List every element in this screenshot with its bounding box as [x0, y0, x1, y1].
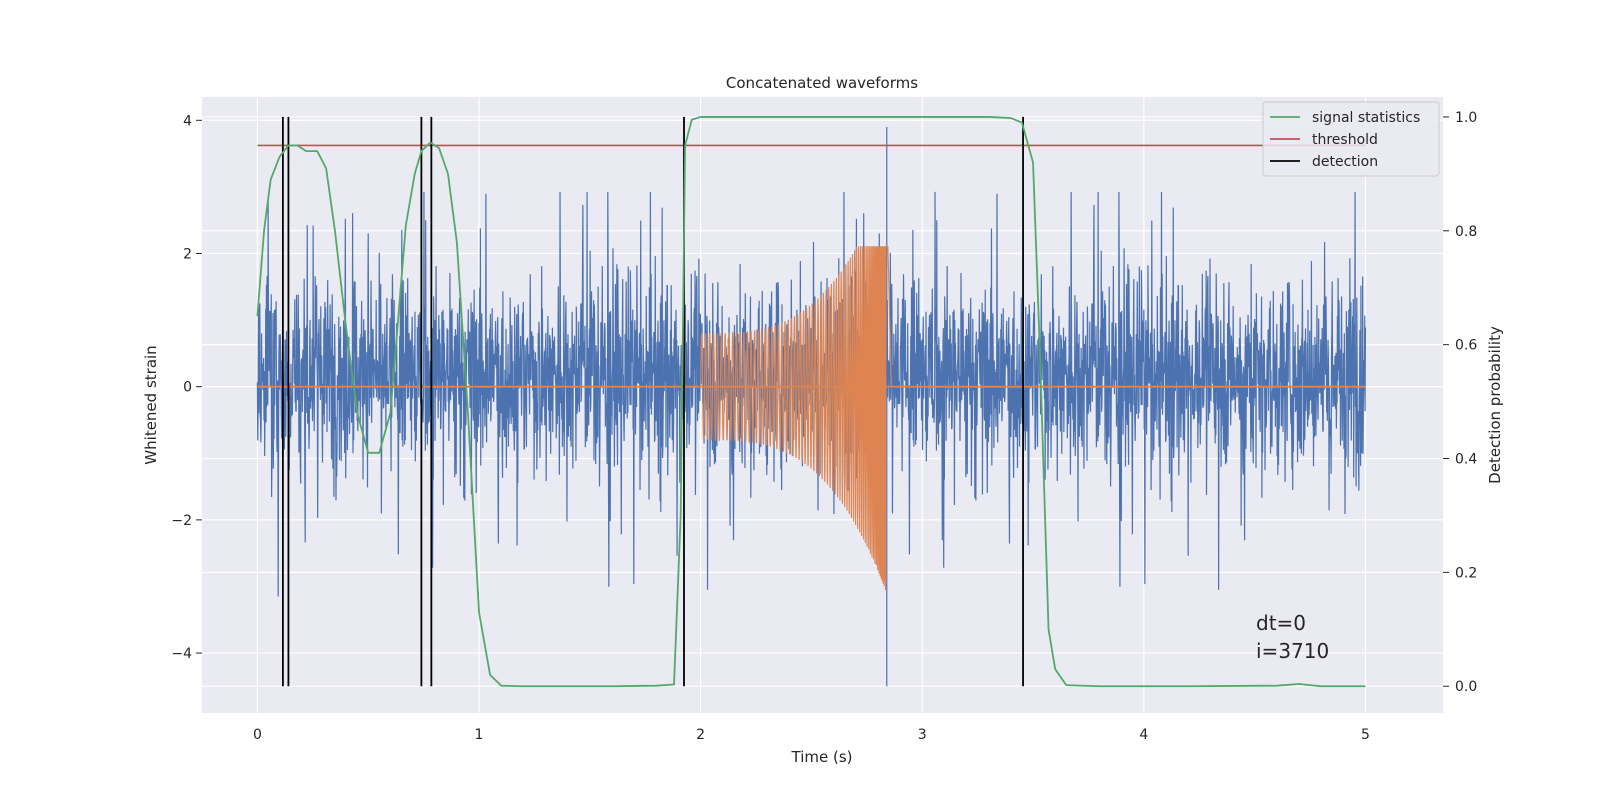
x-tick-label: 3 [918, 727, 927, 743]
x-tick-label: 5 [1361, 727, 1370, 743]
y2-tick-label: 0.0 [1455, 679, 1477, 695]
y-axis-label: Whitened strain [142, 345, 160, 464]
chart-title: Concatenated waveforms [726, 74, 918, 92]
x-axis-label: Time (s) [791, 748, 853, 766]
waveform-line [700, 246, 892, 590]
y2-tick-label: 0.6 [1455, 338, 1477, 354]
x-tick-label: 2 [696, 727, 705, 743]
grid-lines [202, 97, 1443, 713]
x-tick-label: 0 [253, 727, 262, 743]
legend: signal statistics threshold detection [1262, 101, 1440, 177]
legend-box [1262, 101, 1440, 177]
legend-label-statistics: signal statistics [1312, 110, 1420, 126]
x-tick-label: 4 [1139, 727, 1148, 743]
y-tick-label: 4 [183, 113, 192, 129]
y-tick-label: −4 [171, 646, 192, 662]
axis-ticks: 0 1 2 3 4 5 −4 −2 0 2 4 0.0 0.2 0.4 0.6 0.8 1.0 [171, 110, 1477, 743]
statistics-lines [256, 116, 1366, 688]
statistics-line [256, 116, 1366, 688]
waveform-series [257, 246, 1366, 590]
y2-tick-label: 0.8 [1455, 224, 1477, 240]
y2-tick-label: 0.4 [1455, 452, 1477, 468]
y-tick-label: 2 [183, 246, 192, 262]
annotation-i: i=3710 [1256, 639, 1329, 663]
annotation-dt: dt=0 [1256, 611, 1306, 635]
legend-label-detection: detection [1312, 154, 1378, 170]
y2-axis-label: Detection probability [1486, 326, 1504, 484]
y2-tick-label: 1.0 [1455, 110, 1477, 126]
x-tick-label: 1 [475, 727, 484, 743]
y-tick-label: 0 [183, 380, 192, 396]
y-tick-label: −2 [171, 513, 192, 529]
y2-tick-label: 0.2 [1455, 565, 1477, 581]
legend-label-threshold: threshold [1312, 132, 1378, 148]
